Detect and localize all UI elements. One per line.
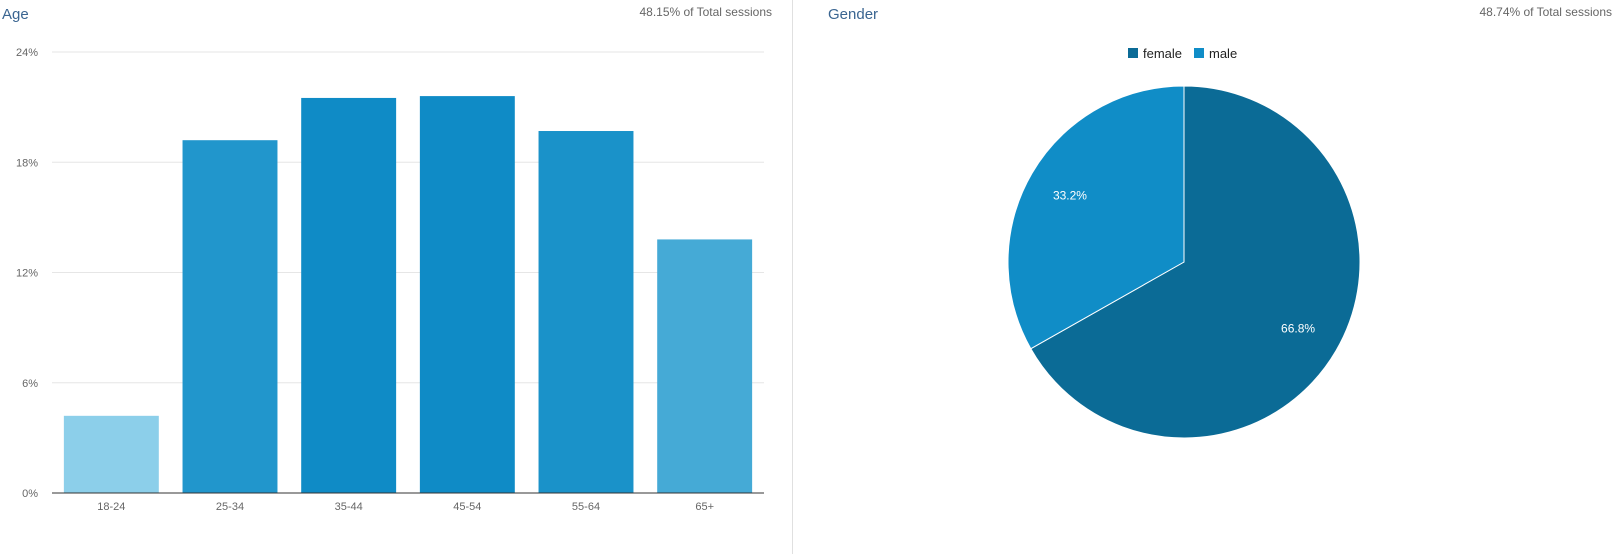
y-tick-label: 6%: [22, 378, 38, 390]
age-bar-35-44: [301, 97, 397, 493]
age-sessions-share: 48.15% of Total sessions: [639, 5, 772, 19]
gender-pie-chart: female male 66.8% 33.2%: [1007, 46, 1361, 439]
age-bar-chart: 0% 6% 12% 18% 24% 18-24 25-34 35-44 45-54 55-64 65…: [16, 47, 764, 513]
x-tick-label: 25-34: [216, 501, 244, 513]
pie-slice-male: [1007, 85, 1185, 350]
age-bar-45-54: [419, 96, 515, 493]
x-tick-label: 45-54: [453, 501, 481, 513]
age-bar-18-24: [63, 415, 159, 493]
gender-legend: female male: [1128, 46, 1237, 61]
legend-swatch-female: [1128, 48, 1138, 58]
y-tick-label: 24%: [16, 47, 38, 59]
gender-panel: Gender 48.74% of Total sessions female ma…: [820, 0, 1621, 554]
gender-title: Gender: [828, 6, 879, 23]
x-tick-label: 18-24: [97, 501, 125, 513]
age-bar-65+: [657, 239, 753, 493]
age-title: Age: [2, 6, 29, 23]
gender-sessions-share: 48.74% of Total sessions: [1479, 5, 1612, 19]
age-bar-55-64: [538, 131, 634, 493]
y-tick-label: 0%: [22, 488, 38, 500]
pie-label-male: 33.2%: [1053, 189, 1087, 203]
x-tick-label: 35-44: [335, 501, 363, 513]
legend-label-female: female: [1143, 46, 1182, 61]
legend-swatch-male: [1194, 48, 1204, 58]
pie-slice-female: [1030, 85, 1361, 439]
y-tick-label: 12%: [16, 268, 38, 280]
age-bar-25-34: [182, 140, 278, 493]
pie-label-female: 66.8%: [1281, 321, 1315, 335]
legend-label-male: male: [1209, 46, 1237, 61]
x-tick-label: 55-64: [572, 501, 600, 513]
x-tick-label: 65+: [695, 501, 714, 513]
y-tick-label: 18%: [16, 157, 38, 169]
age-panel: Age 48.15% of Total sessions 0% 6% 12% 18% 2…: [0, 0, 800, 554]
panel-divider: [792, 0, 793, 554]
